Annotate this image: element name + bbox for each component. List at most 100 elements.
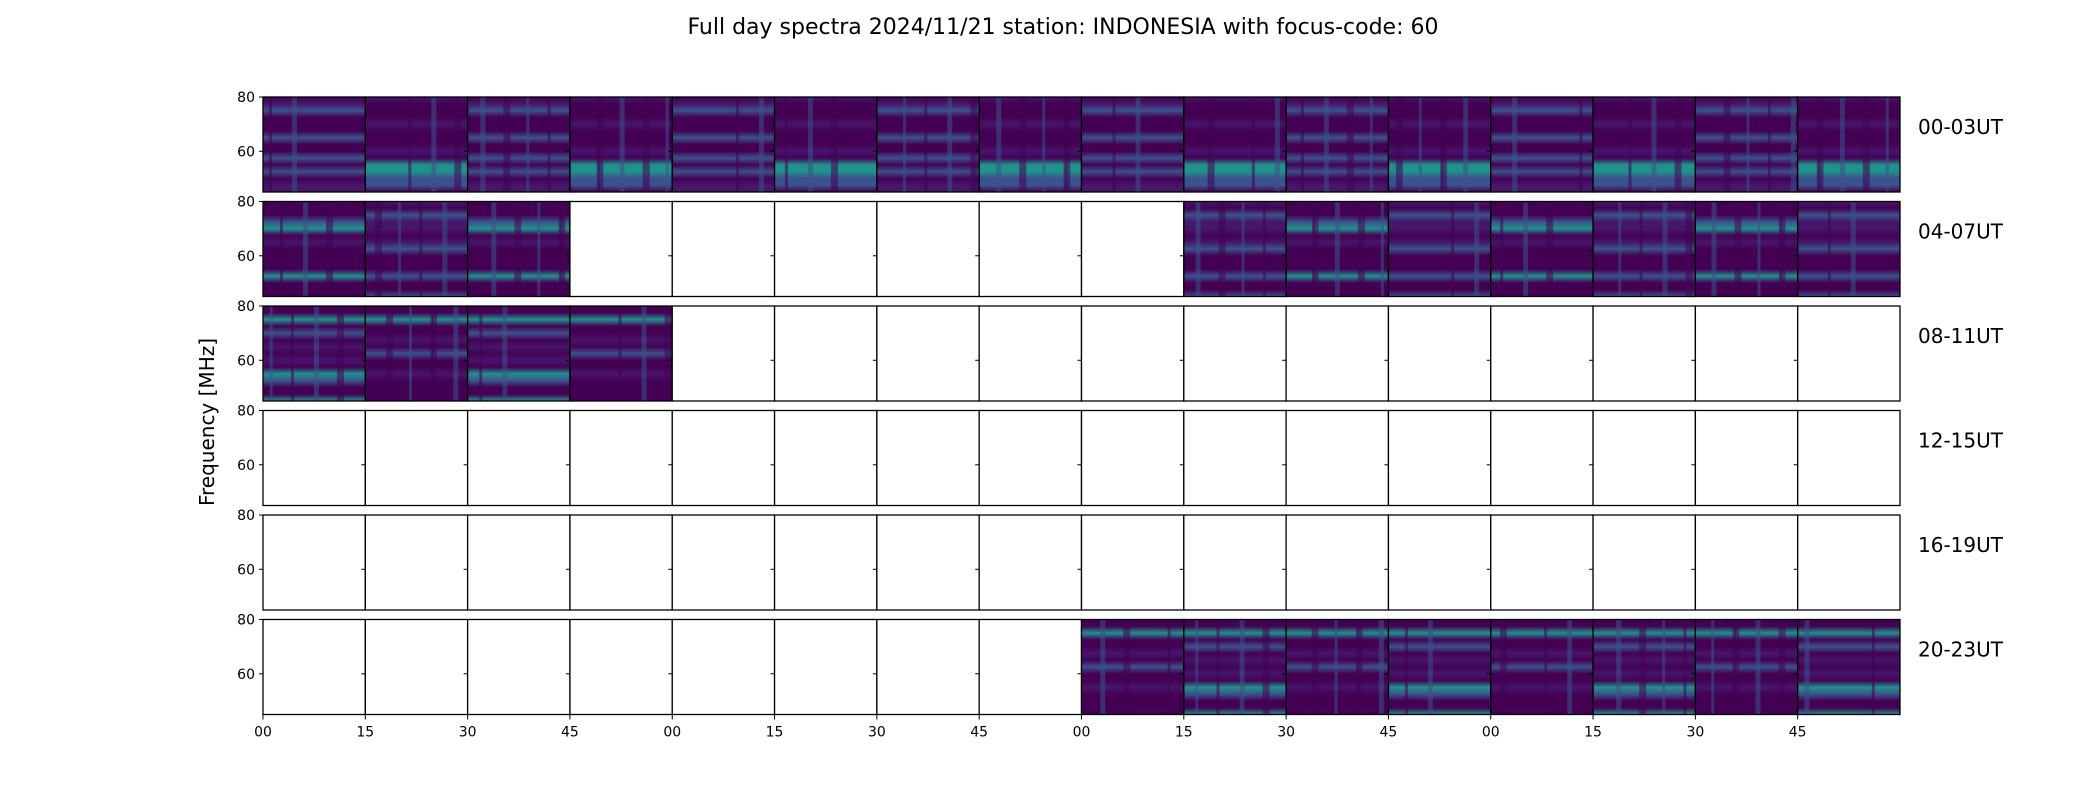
spectrum-streak: [337, 306, 344, 401]
spectrum-panel: [365, 201, 468, 297]
empty-panel: [876, 201, 980, 297]
spectrum-streak: [1474, 201, 1480, 297]
x-tick-label: 15: [356, 725, 374, 741]
spectrum-streak: [1311, 619, 1319, 715]
empty-panel: [1286, 515, 1389, 610]
x-tick-label: 45: [970, 725, 988, 741]
spectrum-streak: [1804, 619, 1810, 715]
spectrum-streak: [1065, 97, 1071, 192]
spectrum-streak: [1871, 619, 1875, 715]
spectrum-streak: [1207, 97, 1215, 192]
x-tick-label: 15: [1175, 725, 1193, 741]
spectrum-streak: [665, 97, 669, 192]
spectrum-panel: [1490, 201, 1594, 297]
spectrum-panel: [1388, 201, 1491, 297]
spectrum-panel: [774, 97, 877, 192]
spectrum-streak: [432, 306, 437, 401]
spectrum-streak: [596, 97, 600, 192]
empty-panel: [467, 619, 570, 715]
spectrum-streak: [735, 97, 739, 192]
spectrum-streak: [479, 306, 483, 401]
row-label: 20-23UT: [1918, 638, 2004, 662]
empty-panel: [569, 201, 673, 297]
empty-panel: [979, 619, 1082, 715]
spectrum-streak: [1723, 97, 1731, 192]
spectrum-panel: [1183, 619, 1287, 715]
empty-panel: [1797, 410, 1900, 506]
spectrum-streak: [1790, 97, 1796, 192]
x-tick-label: 45: [561, 725, 579, 741]
x-tick-label: 30: [868, 725, 886, 741]
spectrum-streak: [758, 97, 764, 192]
spectrum-streak: [1334, 201, 1340, 297]
spectrum-streak: [830, 97, 838, 192]
spectrum-streak: [1395, 97, 1403, 192]
chart-title: Full day spectra 2024/11/21 station: IND…: [687, 15, 1438, 40]
row-20-23UT: 60 80 20-23UT: [237, 613, 2004, 716]
spectrum-streak: [1734, 201, 1742, 297]
y-tick-label: 80: [237, 404, 255, 420]
spectrum-streak: [1816, 97, 1820, 192]
spectrum-panel: [263, 201, 366, 297]
empty-panel: [774, 515, 877, 610]
spectrum-streak: [1019, 97, 1027, 192]
spectrum-streak: [970, 97, 978, 192]
empty-panel: [774, 201, 877, 297]
spectrum-streak: [453, 306, 459, 401]
spectrum-streak: [1418, 97, 1422, 192]
spectrum-streak: [1850, 201, 1856, 297]
spectrum-streak: [1241, 201, 1245, 297]
spectrum-streak: [442, 201, 448, 297]
spectrum-streak: [292, 97, 297, 192]
row-08-11UT: 60 80 08-11UT: [237, 299, 2004, 402]
spectrum-streak: [1818, 97, 1824, 192]
empty-panel: [1081, 201, 1184, 297]
spectrum-streak: [431, 97, 437, 192]
spectrum-streak: [1380, 201, 1384, 297]
spectrum-panel: [1388, 97, 1491, 192]
spectrum-streak: [1300, 97, 1304, 192]
row-00-03UT: 60 80 00-03UT: [237, 90, 2004, 193]
empty-panel: [979, 201, 1082, 297]
spectrum-streak: [303, 201, 308, 297]
spectrum-streak: [1251, 97, 1255, 192]
y-tick-label: 60: [237, 249, 255, 265]
panel-frame: [1797, 305, 1901, 402]
empty-panel: [365, 619, 468, 715]
empty-panel: [1183, 306, 1287, 401]
spectrum-streak: [1135, 97, 1141, 192]
empty-panel: [365, 410, 468, 506]
empty-panel: [979, 306, 1082, 401]
spectrum-streak: [1683, 619, 1687, 715]
empty-panel: [467, 410, 570, 506]
spectrum-panel: [365, 306, 468, 401]
x-tick-label: 15: [1584, 725, 1602, 741]
x-tick-label: 00: [254, 725, 272, 741]
spectrum-streak: [641, 306, 647, 401]
spectrum-streak: [1885, 97, 1889, 192]
empty-panel: [569, 619, 673, 715]
empty-panel: [774, 306, 877, 401]
y-tick-label: 80: [237, 613, 255, 629]
empty-panel: [1797, 515, 1900, 610]
y-tick-label: 60: [237, 562, 255, 578]
empty-panel: [1490, 410, 1594, 506]
x-axis-ticks: 00 15 30 45 00 15 30 45 00 15 30 45 00 15 30 45: [254, 714, 1807, 741]
row-16-19UT: 60 80 16-19UT: [237, 508, 2004, 611]
spectrum-streak: [1755, 619, 1761, 715]
x-tick-label: 45: [1789, 725, 1807, 741]
spectrum-streak: [547, 97, 551, 192]
spectrum-streak: [1262, 619, 1270, 715]
spectrum-streak: [1778, 201, 1782, 297]
empty-panel: [876, 410, 980, 506]
spectrum-streak: [1357, 619, 1363, 715]
panel-frame: [1797, 514, 1901, 611]
spectrum-panel: [467, 306, 570, 401]
empty-panel: [672, 619, 775, 715]
empty-panel: [263, 619, 366, 715]
empty-panel: [774, 410, 877, 506]
x-tick-label: 30: [1686, 725, 1704, 741]
empty-panel: [569, 515, 673, 610]
spectrum-streak: [491, 201, 497, 297]
spectrum-streak: [480, 97, 486, 192]
